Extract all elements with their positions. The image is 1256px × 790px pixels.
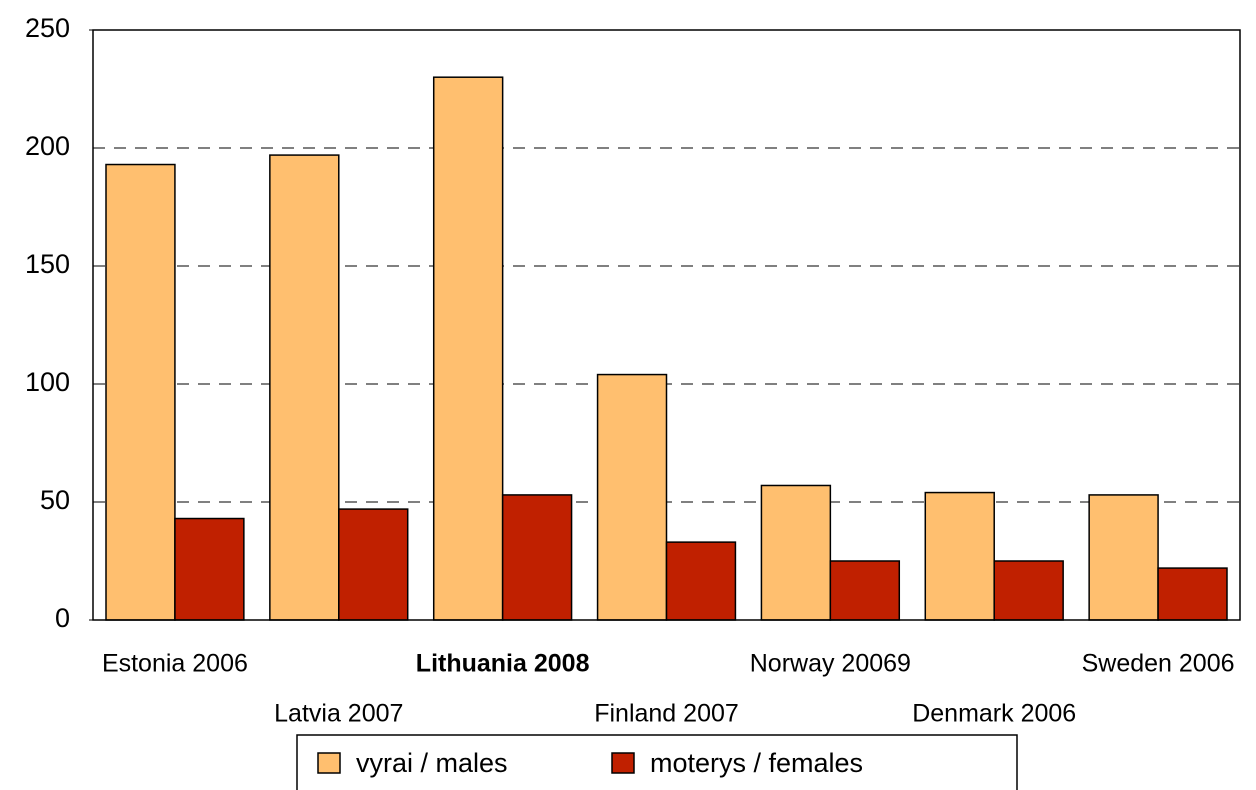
bar: [432, 76, 504, 621]
bar: [829, 560, 901, 621]
plot-frame: [92, 29, 1241, 621]
y-tick-label: 100: [25, 367, 70, 397]
bar: [924, 491, 995, 621]
x-tick-label: Finland 2007: [594, 700, 739, 728]
legend-box: [296, 734, 1018, 790]
y-tick-label: 150: [25, 249, 70, 279]
x-tick-label: Norway 20069: [750, 650, 911, 678]
legend-swatch: [317, 752, 341, 774]
bar: [993, 560, 1064, 621]
y-tick-label: 0: [55, 603, 70, 633]
y-tick-label: 200: [25, 131, 70, 161]
legend-swatch: [611, 752, 635, 774]
bar: [501, 494, 573, 621]
x-tick-label: Sweden 2006: [1082, 650, 1235, 678]
bar: [105, 163, 176, 621]
bar: [1088, 494, 1159, 621]
bar: [269, 154, 340, 621]
bar: [596, 373, 668, 621]
legend-label: vyrai / males: [356, 748, 508, 778]
bar: [760, 484, 832, 621]
x-tick-label: Latvia 2007: [274, 700, 403, 728]
y-tick-label: 50: [40, 485, 70, 515]
bar: [1157, 567, 1228, 621]
x-tick-label: Lithuania 2008: [416, 650, 590, 678]
x-tick-label: Estonia 2006: [102, 650, 248, 678]
x-tick-label: Denmark 2006: [912, 700, 1076, 728]
legend-label: moterys / females: [650, 748, 863, 778]
bar: [665, 541, 737, 621]
bar: [174, 517, 245, 621]
y-tick-label: 250: [25, 13, 70, 43]
bar: [338, 508, 409, 621]
